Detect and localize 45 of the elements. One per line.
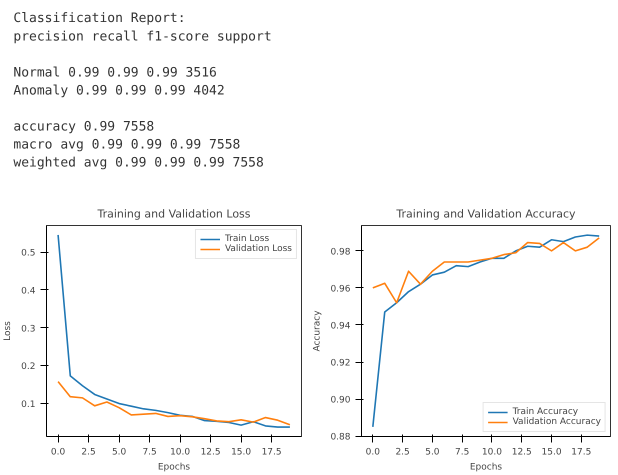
chart-title: Training and Validation Loss bbox=[96, 208, 251, 220]
y-tick-label: 0.94 bbox=[330, 321, 351, 332]
y-tick-label: 0.88 bbox=[330, 432, 351, 443]
y-tick-label: 0.90 bbox=[330, 396, 351, 406]
x-tick-label: 5.0 bbox=[112, 448, 127, 458]
x-tick-label: 15.0 bbox=[542, 448, 562, 458]
text: precision recall f1-score support bbox=[13, 29, 272, 44]
legend-label: Train Accuracy bbox=[512, 407, 578, 417]
legend-label: Validation Loss bbox=[224, 244, 292, 254]
text: Classification Report: bbox=[13, 11, 186, 26]
x-tick-label: 0.0 bbox=[50, 448, 66, 458]
y-axis-title: Loss bbox=[3, 320, 14, 341]
y-tick-label: 0.5 bbox=[21, 248, 36, 259]
x-tick-label: 5.0 bbox=[425, 448, 440, 458]
y-tick-label: 0.98 bbox=[330, 247, 351, 258]
x-tick-label: 0.0 bbox=[366, 448, 380, 458]
y-tick-label: 0.92 bbox=[330, 358, 351, 369]
y-tick-label: 0.4 bbox=[21, 286, 36, 296]
y-tick-label: 0.1 bbox=[21, 400, 36, 410]
x-tick-label: 2.5 bbox=[395, 448, 410, 458]
x-axis-title: Epochs bbox=[470, 462, 502, 472]
y-tick-label: 0.3 bbox=[21, 324, 36, 334]
y-axis-title: Accuracy bbox=[312, 310, 322, 352]
x-tick-label: 2.5 bbox=[81, 448, 96, 458]
chart-title: Training and Validation Accuracy bbox=[395, 208, 576, 220]
line-series bbox=[372, 234, 600, 428]
x-tick-label: 12.5 bbox=[512, 448, 532, 458]
x-tick-label: 7.5 bbox=[142, 448, 157, 458]
text: accuracy 0.99 7558 macro avg 0.99 0.99 0.99 7558 weighted avg 0.99 0.99 0.99 7558 bbox=[13, 120, 264, 170]
x-tick-label: 10.0 bbox=[170, 448, 190, 458]
line-series bbox=[372, 237, 600, 304]
x-axis-title: Epochs bbox=[158, 462, 190, 472]
legend-label: Train Loss bbox=[224, 234, 270, 244]
x-tick-label: 15.0 bbox=[231, 448, 252, 458]
x-tick-label: 17.5 bbox=[262, 448, 282, 458]
line-series bbox=[57, 380, 291, 426]
text: Normal 0.99 0.99 0.99 3516 Anomaly 0.99 0.99 0.99 4042 bbox=[13, 65, 225, 98]
y-tick-label: 0.2 bbox=[21, 362, 36, 372]
x-tick-label: 12.5 bbox=[200, 448, 221, 458]
legend-label: Validation Accuracy bbox=[512, 417, 601, 427]
line-series bbox=[57, 234, 291, 428]
x-tick-label: 7.5 bbox=[455, 448, 470, 458]
x-tick-label: 10.0 bbox=[482, 448, 502, 458]
y-tick-label: 0.96 bbox=[330, 284, 351, 294]
x-tick-label: 17.5 bbox=[571, 448, 592, 458]
